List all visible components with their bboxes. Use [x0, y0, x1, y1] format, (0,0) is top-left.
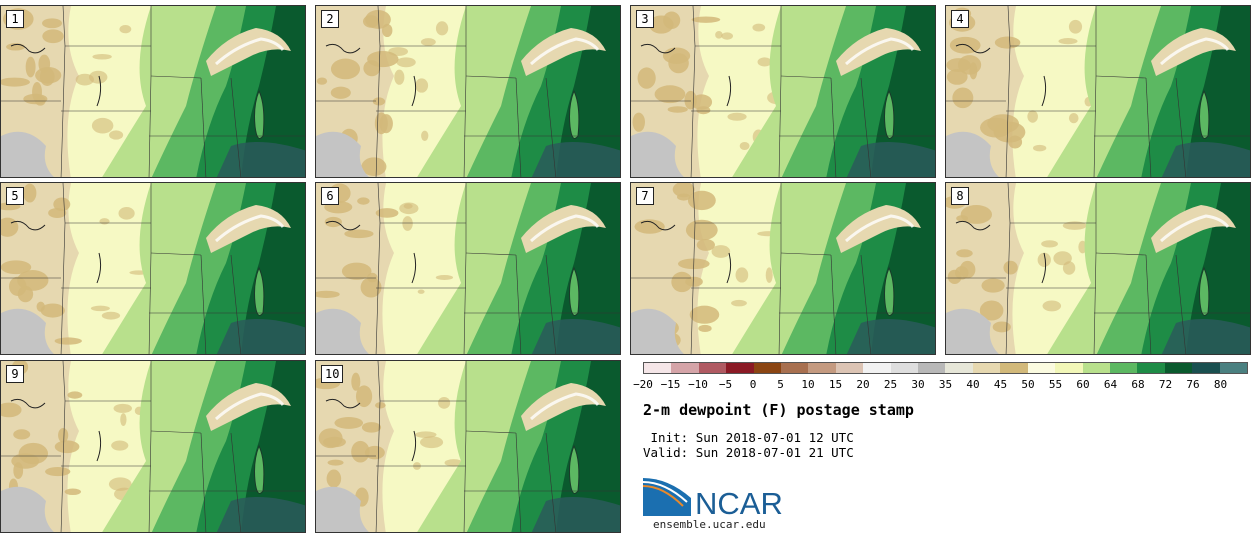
- member-number: 6: [321, 187, 339, 205]
- colorbar-swatch: [1082, 363, 1110, 373]
- colorbar-tick-label: −10: [688, 378, 708, 391]
- dewpoint-map: [631, 183, 935, 354]
- site-url: ensemble.ucar.edu: [653, 518, 766, 531]
- colorbar-swatch: [945, 363, 973, 373]
- member-number: 9: [6, 365, 24, 383]
- colorbar-swatch: [781, 363, 809, 373]
- colorbar-tick-label: 76: [1186, 378, 1200, 391]
- map-panel: 6: [315, 182, 621, 355]
- colorbar-tick-label: 50: [1021, 378, 1035, 391]
- colorbar-swatch: [1164, 363, 1193, 373]
- colorbar-tick-label: 15: [828, 378, 843, 391]
- colorbar-tick-label: 35: [938, 378, 953, 391]
- member-number: 4: [951, 10, 969, 28]
- member-number: 8: [951, 187, 969, 205]
- valid-time: Valid: Sun 2018-07-01 21 UTC: [643, 445, 854, 460]
- map-panel: 3: [630, 5, 936, 178]
- colorbar-swatch: [644, 363, 672, 373]
- colorbar-tick-label: 25: [883, 378, 898, 391]
- colorbar-tick-label: −5: [718, 378, 733, 391]
- logo-text: NCAR: [695, 486, 783, 518]
- colorbar-swatch: [1219, 363, 1247, 373]
- colorbar-tick-label: 55: [1048, 378, 1063, 391]
- colorbar-swatch: [1109, 363, 1138, 373]
- colorbar-tick-label: 10: [801, 378, 815, 391]
- page-title: 2-m dewpoint (F) postage stamp: [643, 401, 914, 419]
- map-panel: 7: [630, 182, 936, 355]
- member-number: 7: [636, 187, 654, 205]
- colorbar: [643, 362, 1248, 374]
- colorbar-swatch: [1000, 363, 1028, 373]
- member-number: 10: [321, 365, 344, 383]
- colorbar-swatch: [890, 363, 919, 373]
- member-number: 1: [6, 10, 24, 28]
- dewpoint-map: [946, 183, 1250, 354]
- ncar-logo: NCAR: [642, 476, 803, 522]
- dewpoint-map: [1, 183, 305, 354]
- dewpoint-map: [1, 6, 305, 177]
- colorbar-tick-label: 68: [1131, 378, 1145, 391]
- map-panel: 8: [945, 182, 1251, 355]
- colorbar-swatch: [918, 363, 946, 373]
- map-panel: 5: [0, 182, 306, 355]
- map-panel: 9: [0, 360, 306, 533]
- valid-label: Valid:: [643, 445, 689, 460]
- map-panel: 2: [315, 5, 621, 178]
- member-number: 3: [636, 10, 654, 28]
- colorbar-swatch: [753, 363, 782, 373]
- colorbar-swatch: [726, 363, 754, 373]
- colorbar-tick-label: −15: [660, 378, 681, 391]
- colorbar-tick-label: 40: [966, 378, 980, 391]
- colorbar-tick-label: 72: [1158, 378, 1173, 391]
- dewpoint-map: [316, 6, 620, 177]
- init-time: Init: Sun 2018-07-01 12 UTC: [643, 430, 854, 445]
- colorbar-tick-label: 30: [911, 378, 925, 391]
- colorbar-swatch: [1055, 363, 1083, 373]
- colorbar-swatch: [671, 363, 699, 373]
- logo-swoosh-icon: [643, 478, 691, 516]
- map-panel: 10: [315, 360, 621, 533]
- colorbar-swatch: [1137, 363, 1165, 373]
- map-panel: 4: [945, 5, 1251, 178]
- colorbar-swatch: [1027, 363, 1056, 373]
- colorbar-tick-label: 60: [1076, 378, 1090, 391]
- init-value: Sun 2018-07-01 12 UTC: [695, 430, 854, 445]
- colorbar-tick-label: −20: [633, 378, 653, 391]
- colorbar-swatch: [808, 363, 836, 373]
- colorbar-tick-label: 45: [993, 378, 1008, 391]
- colorbar-tick-label: 0: [749, 378, 757, 391]
- colorbar-swatch: [972, 363, 1001, 373]
- init-label: Init:: [643, 430, 689, 445]
- colorbar-tick-label: 80: [1213, 378, 1228, 391]
- valid-value: Sun 2018-07-01 21 UTC: [695, 445, 854, 460]
- dewpoint-map: [1, 361, 305, 532]
- colorbar-swatch: [1192, 363, 1220, 373]
- map-panel: 1: [0, 5, 306, 178]
- dewpoint-map: [316, 183, 620, 354]
- colorbar-swatch: [863, 363, 891, 373]
- member-number: 2: [321, 10, 339, 28]
- dewpoint-map: [631, 6, 935, 177]
- member-number: 5: [6, 187, 24, 205]
- dewpoint-map: [316, 361, 620, 532]
- colorbar-tick-label: 5: [777, 378, 784, 391]
- colorbar-tick-label: 20: [856, 378, 870, 391]
- dewpoint-map: [946, 6, 1250, 177]
- colorbar-swatch: [698, 363, 727, 373]
- colorbar-swatch: [835, 363, 864, 373]
- colorbar-tick-label: 64: [1103, 378, 1118, 391]
